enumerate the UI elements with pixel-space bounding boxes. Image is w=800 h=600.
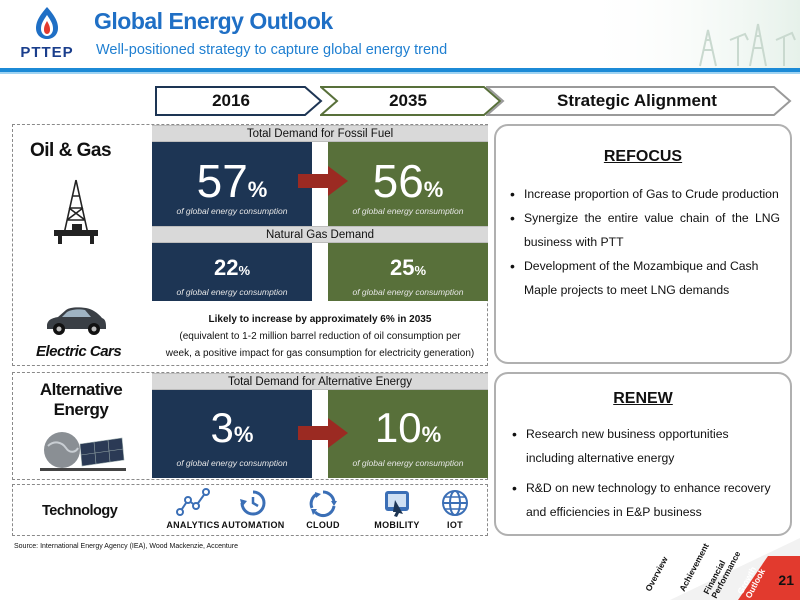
oil-gas-label: Oil & Gas (30, 140, 112, 161)
alt-2016-box: 3% of global energy consumption (152, 390, 312, 478)
pttep-logo: PTTEP (14, 6, 80, 64)
analytics-icon (176, 488, 210, 516)
renew-card: RENEW Research new business opportunitie… (494, 372, 792, 536)
alt-2035-value: 10% (374, 404, 442, 451)
tech-automation-label: AUTOMATION (221, 520, 285, 530)
fossil-fuel-bar: Total Demand for Fossil Fuel (152, 125, 488, 142)
page-subtitle: Well-positioned strategy to capture glob… (96, 42, 448, 58)
fossil-2035-value: 56% (372, 155, 444, 207)
source-note: Source: International Energy Agency (IEA… (14, 543, 238, 550)
refocus-list: Increase proportion of Gas to Crude prod… (508, 182, 780, 302)
column-header-2035-label: 2035 (389, 91, 427, 110)
gas-2035-caption: of global energy consumption (352, 287, 464, 297)
column-header-2016: 2016 (155, 86, 323, 116)
section-navigation: Overview Achievement Financial Performan… (600, 538, 800, 600)
electric-cars-label: Electric Cars (36, 343, 122, 360)
tech-iot-label: IOT (447, 520, 463, 530)
mobility-icon (385, 491, 409, 517)
refocus-item: Development of the Mozambique and Cash M… (508, 254, 780, 302)
header-rule (0, 68, 800, 72)
note-headline: Likely to increase by approximately 6% i… (208, 314, 432, 325)
gas-2035-value: 25% (389, 255, 427, 280)
fossil-2035-box: 56% of global energy consumption (328, 142, 488, 226)
renew-item: Research new business opportunities incl… (510, 422, 780, 470)
alt-2016-caption: of global energy consumption (176, 458, 288, 468)
technology-icons: ANALYTICS AUTOMATION CLOUD MOBILITY (158, 488, 488, 534)
tech-cloud-label: CLOUD (306, 520, 340, 530)
refocus-title: REFOCUS (603, 148, 683, 165)
tech-mobility: MOBILITY (362, 488, 432, 530)
nav-steps-backdrop (670, 538, 800, 600)
tech-mobility-label: MOBILITY (374, 520, 420, 530)
column-header-2016-label: 2016 (212, 91, 250, 110)
tech-cloud: CLOUD (288, 488, 358, 530)
technology-section (12, 484, 488, 536)
solar-globe-icon (40, 432, 126, 471)
renew-list: Research new business opportunities incl… (510, 422, 780, 524)
gas-2016-box: 22% of global energy consumption (152, 243, 312, 301)
column-header-strategic-alignment: Strategic Alignment (486, 86, 792, 116)
tech-analytics: ANALYTICS (158, 488, 228, 530)
oil-rig-icon (54, 179, 98, 244)
refocus-card: REFOCUS Increase proportion of Gas to Cr… (494, 124, 792, 364)
column-header-2035: 2035 (320, 86, 502, 116)
note-line-3: week, a positive impact for gas consumpt… (165, 348, 475, 359)
page-number: 21 (778, 572, 794, 588)
automation-icon (240, 490, 266, 516)
flame-logo-icon (36, 7, 58, 39)
cloud-icon (309, 490, 337, 518)
alternative-energy-bar: Total Demand for Alternative Energy (152, 373, 488, 390)
fossil-2016-box: 57% of global energy consumption (152, 142, 312, 226)
alt-trend-arrow-icon (298, 418, 348, 448)
fossil-2035-caption: of global energy consumption (352, 206, 464, 216)
note-line-2: (equivalent to 1-2 million barrel reduct… (179, 331, 461, 342)
tech-analytics-label: ANALYTICS (166, 520, 220, 530)
tech-automation: AUTOMATION (218, 488, 288, 530)
refocus-item: Synergize the entire value chain of the … (508, 206, 780, 254)
fossil-2016-value: 57% (196, 155, 268, 207)
page-title: Global Energy Outlook (94, 8, 333, 34)
alternative-energy-label: Alternative Energy (39, 380, 123, 419)
logo-wordmark: PTTEP (20, 44, 74, 61)
fossil-trend-arrow-icon (298, 166, 348, 196)
gas-2016-caption: of global energy consumption (176, 287, 288, 297)
oil-field-backdrop (580, 0, 800, 70)
alt-2035-caption: of global energy consumption (352, 458, 464, 468)
electric-car-icon (47, 307, 106, 335)
gas-2035-box: 25% of global energy consumption (328, 243, 488, 301)
column-header-strategic-alignment-label: Strategic Alignment (557, 91, 717, 110)
gas-2016-value: 22% (213, 255, 251, 280)
refocus-item: Increase proportion of Gas to Crude prod… (508, 182, 780, 206)
gas-demand-note: Likely to increase by approximately 6% i… (152, 311, 488, 362)
fossil-2016-caption: of global energy consumption (176, 206, 288, 216)
renew-title: RENEW (613, 390, 673, 407)
iot-icon (442, 490, 468, 516)
alt-2016-value: 3% (210, 404, 254, 451)
technology-label: Technology (42, 503, 118, 519)
natural-gas-bar: Natural Gas Demand (152, 226, 488, 243)
alt-2035-box: 10% of global energy consumption (328, 390, 488, 478)
tech-iot: IOT (420, 488, 490, 530)
renew-item: R&D on new technology to enhance recover… (510, 476, 780, 524)
header-rule-light (0, 72, 800, 74)
